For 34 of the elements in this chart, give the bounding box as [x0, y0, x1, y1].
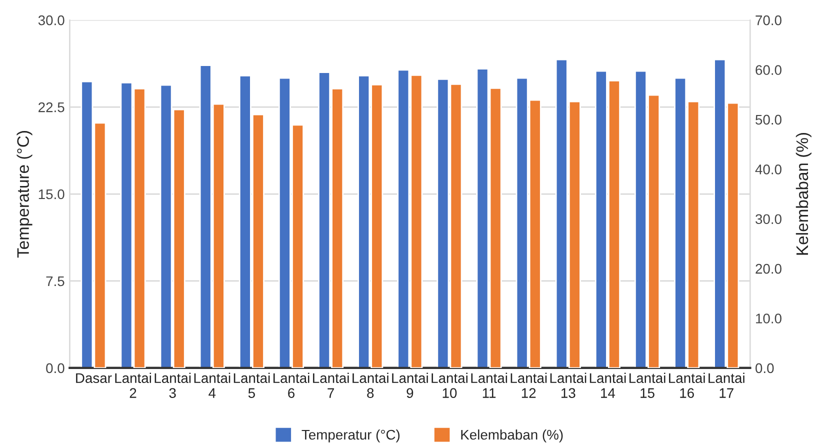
x-tick-label: Lantai 17	[708, 372, 744, 398]
x-tick-label: Lantai 8	[352, 372, 388, 398]
y-tick-label: 7.5	[46, 276, 64, 286]
x-tick-label: Lantai 10	[432, 372, 468, 398]
y2-tick-label: 50.0	[756, 114, 782, 125]
y2-tick-label: 70.0	[756, 15, 782, 26]
y-tick-label: 15.0	[38, 189, 64, 200]
x-tick-label: Lantai 6	[273, 372, 310, 398]
y2-tick-label: 60.0	[756, 65, 782, 75]
y2-tick-label: 30.0	[756, 214, 782, 224]
x-tick-label: Lantai 15	[629, 372, 666, 398]
x-tick-label: Lantai 2	[115, 372, 151, 398]
legend-label: Kelembaban (%)	[461, 429, 563, 442]
y2-tick-label: 10.0	[756, 314, 782, 324]
y2-tick-label: 20.0	[756, 264, 782, 274]
x-tick-label: Lantai 3	[154, 372, 191, 398]
y-tick-label: 30.0	[38, 15, 64, 26]
y-tick-label: 0.0	[46, 363, 64, 374]
x-tick-label: Dasar	[76, 373, 112, 384]
x-tick-label: Lantai 9	[392, 372, 428, 398]
y-tick-label: 22.5	[38, 102, 64, 112]
x-tick-label: Lantai 11	[471, 372, 508, 398]
legend-label: Temperatur (°C)	[302, 429, 400, 442]
x-tick-label: Lantai 14	[590, 372, 626, 398]
y2-axis-title: Kelembaban (%)	[796, 132, 812, 255]
x-tick-label: Lantai 13	[550, 372, 586, 398]
y2-tick-label: 40.0	[755, 164, 782, 174]
x-tick-label: Lantai 4	[194, 372, 230, 398]
x-tick-label: Lantai 16	[669, 372, 705, 398]
x-tick-label: Lantai 5	[234, 372, 270, 398]
x-tick-label: Lantai 12	[510, 372, 547, 398]
y-axis-title: Temperature (°C)	[16, 131, 32, 258]
y2-tick-label: 0.0	[756, 363, 774, 374]
x-tick-label: Lantai 7	[313, 372, 349, 398]
